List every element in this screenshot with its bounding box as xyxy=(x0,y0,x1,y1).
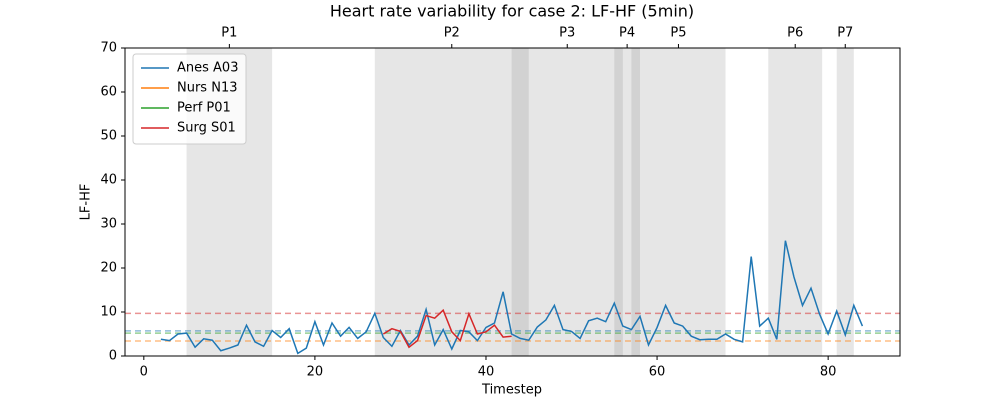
x-axis-label: Timestep xyxy=(481,383,542,398)
phase-label: P3 xyxy=(559,26,575,41)
legend-label: Surg S01 xyxy=(177,121,236,136)
phase-label: P2 xyxy=(444,26,460,41)
x-tick-label: 60 xyxy=(649,365,666,380)
phase-span xyxy=(836,48,854,356)
y-tick-label: 40 xyxy=(100,173,117,188)
phase-label: P7 xyxy=(837,26,853,41)
y-tick-label: 70 xyxy=(100,41,117,56)
y-axis-label: LF-HF xyxy=(79,184,94,221)
x-tick-label: 40 xyxy=(478,365,495,380)
y-tick-label: 50 xyxy=(100,129,117,144)
y-tick-label: 30 xyxy=(100,217,117,232)
phase-label: P1 xyxy=(221,26,237,41)
phase-span xyxy=(614,48,640,356)
x-tick-label: 20 xyxy=(307,365,324,380)
y-tick-label: 10 xyxy=(100,305,117,320)
phase-label: P6 xyxy=(787,26,803,41)
phase-label: P5 xyxy=(670,26,686,41)
legend-label: Nurs N13 xyxy=(177,81,237,96)
y-tick-label: 0 xyxy=(109,349,117,364)
phase-label: P4 xyxy=(619,26,635,41)
chart-title: Heart rate variability for case 2: LF-HF… xyxy=(330,2,694,21)
phase-span xyxy=(374,48,529,356)
series-line xyxy=(160,240,864,355)
legend-box xyxy=(132,53,247,145)
legend-label: Perf P01 xyxy=(177,101,231,116)
phase-span xyxy=(511,48,623,356)
phase-span xyxy=(768,48,823,356)
y-tick-label: 60 xyxy=(100,85,117,100)
series-line xyxy=(382,308,512,349)
plot-frame xyxy=(124,47,901,357)
phase-span xyxy=(631,48,726,356)
legend-label: Anes A03 xyxy=(177,61,238,76)
x-tick-label: 80 xyxy=(820,365,837,380)
x-tick-label: 0 xyxy=(140,365,148,380)
y-tick-label: 20 xyxy=(100,261,117,276)
